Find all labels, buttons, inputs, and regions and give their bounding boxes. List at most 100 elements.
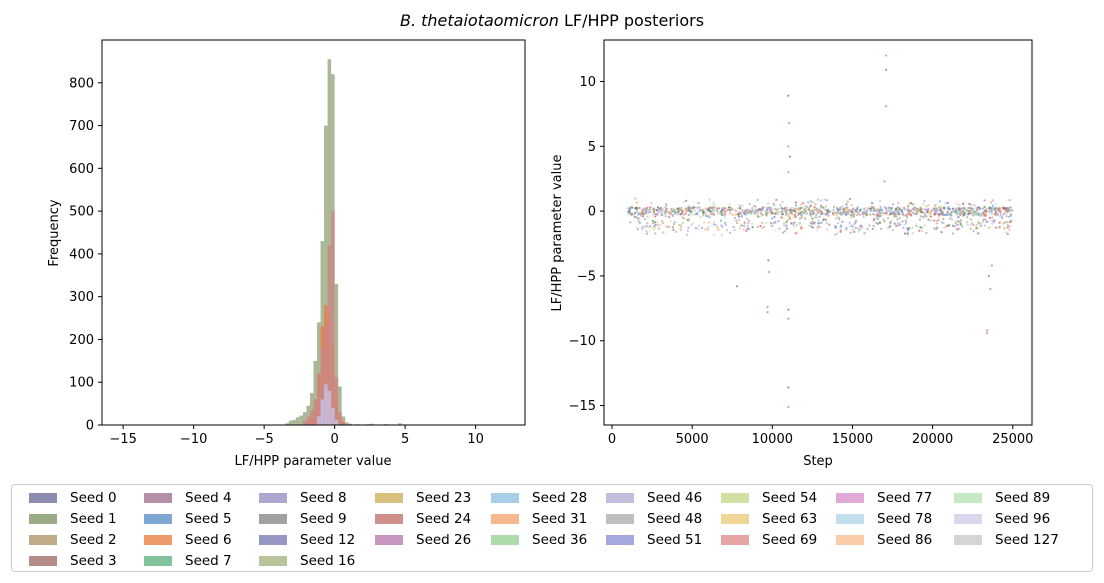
trace-point [649,224,652,228]
trace-point [810,225,813,228]
trace-point [689,206,692,210]
trace-point [760,221,764,224]
trace-point [713,206,716,209]
trace-point [914,212,917,215]
trace-point [824,205,827,208]
trace-point [836,210,840,214]
legend-swatch [144,514,172,524]
trace-point [850,213,853,217]
trace-point [800,206,803,210]
trace-point [910,201,913,205]
trace-point [641,227,644,231]
legend-label: Seed 127 [995,532,1059,548]
trace-point [634,211,637,215]
trace-point [935,207,938,210]
histogram-bar-seed-1-16 [341,416,346,425]
trace-point [907,228,910,231]
trace-point [849,231,852,234]
legend-item-seed-89: Seed 89 [954,489,1050,507]
trace-point [846,200,849,203]
trace-point [714,223,717,227]
trace-point [837,216,840,219]
legend-label: Seed 77 [877,490,933,506]
legend-swatch [606,535,634,545]
trace-point [982,207,985,210]
legend-label: Seed 23 [416,490,472,506]
trace-point [928,212,931,215]
histogram-bar-seed-1-4 [299,415,303,425]
trace-point [918,218,922,221]
trace-point [988,209,991,213]
trace-point [638,221,641,224]
trace-point [896,222,900,225]
trace-point [1008,209,1011,212]
trace-point [731,213,734,216]
trace-point [838,208,841,211]
trace-point [810,214,813,217]
trace-point [862,216,865,219]
legend-label: Seed 36 [532,532,588,548]
trace-point [865,210,868,213]
trace-point [1003,212,1006,215]
trace-frame [603,39,1033,426]
histogram-bars [285,59,402,426]
trace-point [781,212,784,215]
trace-point [975,208,979,211]
legend-swatch [721,493,749,503]
trace-point [794,211,797,214]
trace-point [975,206,979,209]
legend-item-seed-12: Seed 12 [259,531,355,549]
trace-point [857,230,861,233]
trace-point [748,202,751,206]
trace-xtick-label: 0 [608,432,616,447]
trace-point [891,229,895,232]
legend-item-seed-36: Seed 36 [491,531,587,549]
trace-point [628,207,632,211]
trace-point [785,220,788,224]
trace-point [697,201,700,205]
legend-item-seed-23: Seed 23 [375,489,471,507]
trace-point [885,213,888,216]
trace-point [892,210,895,213]
trace-point [893,222,896,225]
trace-point [720,207,723,210]
trace-point [645,208,648,212]
trace-point [783,230,787,233]
trace-point [883,206,886,209]
trace-point [693,209,697,212]
legend-label: Seed 51 [647,532,703,548]
trace-point [887,206,890,210]
trace-point [870,202,874,205]
trace-point [757,211,760,214]
trace-point [889,221,892,224]
trace-point [787,208,791,211]
trace-point [820,211,823,214]
trace-point [729,207,732,210]
trace-point [925,205,928,208]
trace-point [669,219,672,223]
trace-point [656,209,659,212]
trace-point [729,212,732,215]
trace-point [927,208,930,211]
legend-swatch [954,493,982,503]
trace-point [1011,219,1014,222]
trace-point [853,208,857,212]
trace-point [940,231,943,234]
trace-point [906,207,910,210]
trace-point [977,221,980,225]
title-species: B. thetaiotaomicron [400,11,559,30]
legend-swatch [259,556,287,566]
trace-point [899,207,902,210]
trace-point [646,225,649,228]
trace-point [746,225,749,228]
trace-point [646,206,649,209]
trace-point [936,211,939,215]
trace-point [894,224,897,227]
trace-point [661,208,664,211]
trace-point [935,222,939,225]
trace-point [935,219,939,222]
trace-point [657,227,661,230]
trace-point [982,218,985,221]
trace-point [917,208,920,211]
histogram-bar-seed-46-4 [331,407,335,425]
